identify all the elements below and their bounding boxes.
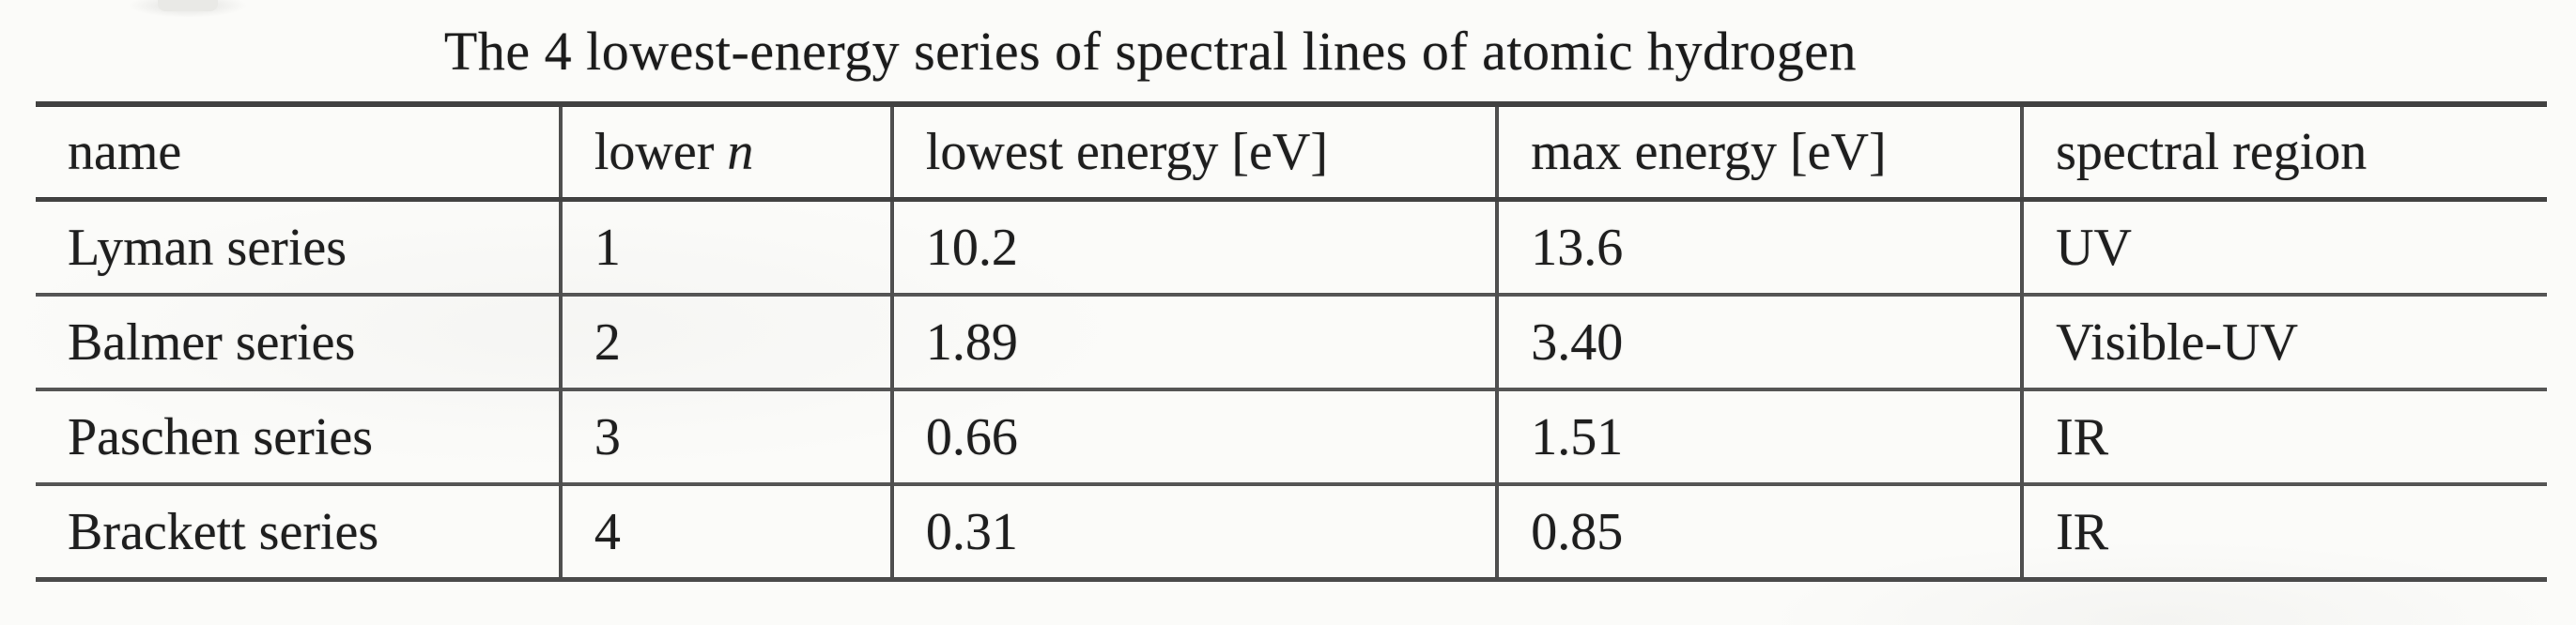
column-header-lower-n-label: lower xyxy=(594,123,728,181)
column-header-lowest-energy-label: lowest energy [eV] xyxy=(925,123,1328,181)
page-title: The 4 lowest-energy series of spectral l… xyxy=(443,20,1858,82)
cell-spectral-region: IR xyxy=(2020,482,2547,580)
cell-max-energy: 0.85 xyxy=(1495,482,2023,580)
cell-max-energy: 13.6 xyxy=(1495,197,2023,295)
table-row: Balmer series 2 1.89 3.40 Visible-UV xyxy=(36,293,2547,389)
column-header-name: name xyxy=(36,104,561,202)
cell-series-name: Paschen series xyxy=(36,388,561,484)
cell-lowest-energy: 1.89 xyxy=(889,293,1498,389)
cell-lowest-energy: 10.2 xyxy=(889,197,1498,295)
table-row: Lyman series 1 10.2 13.6 UV xyxy=(36,197,2547,295)
cell-max-energy: 3.40 xyxy=(1495,293,2023,389)
cell-lowest-energy: 0.66 xyxy=(889,388,1498,484)
cell-series-name: Brackett series xyxy=(36,482,561,580)
column-header-lower-n: lower n xyxy=(558,104,892,202)
column-header-spectral-region-label: spectral region xyxy=(2056,123,2368,181)
spectral-series-table: name lower n lowest energy [eV] max ener… xyxy=(36,101,2547,582)
scan-artifact xyxy=(158,0,218,11)
cell-series-name: Balmer series xyxy=(36,293,561,389)
column-header-max-energy: max energy [eV] xyxy=(1495,104,2023,202)
cell-lowest-energy: 0.31 xyxy=(889,482,1498,580)
cell-max-energy: 1.51 xyxy=(1495,388,2023,484)
cell-spectral-region: IR xyxy=(2020,388,2547,484)
column-header-lowest-energy: lowest energy [eV] xyxy=(889,104,1498,202)
column-header-max-energy-label: max energy [eV] xyxy=(1531,123,1887,181)
cell-lower-n: 2 xyxy=(558,293,892,389)
column-header-spectral-region: spectral region xyxy=(2020,104,2547,202)
table-header-row: name lower n lowest energy [eV] max ener… xyxy=(36,104,2547,202)
cell-spectral-region: UV xyxy=(2020,197,2547,295)
cell-series-name: Lyman series xyxy=(36,197,561,295)
table-row: Brackett series 4 0.31 0.85 IR xyxy=(36,482,2547,580)
cell-lower-n: 3 xyxy=(558,388,892,484)
title-band: The 4 lowest-energy series of spectral l… xyxy=(36,0,2547,101)
column-header-lower-n-variable: n xyxy=(727,123,754,181)
cell-spectral-region: Visible-UV xyxy=(2020,293,2547,389)
table-row: Paschen series 3 0.66 1.51 IR xyxy=(36,388,2547,484)
cell-lower-n: 1 xyxy=(558,197,892,295)
cell-lower-n: 4 xyxy=(558,482,892,580)
column-header-name-label: name xyxy=(68,123,182,181)
